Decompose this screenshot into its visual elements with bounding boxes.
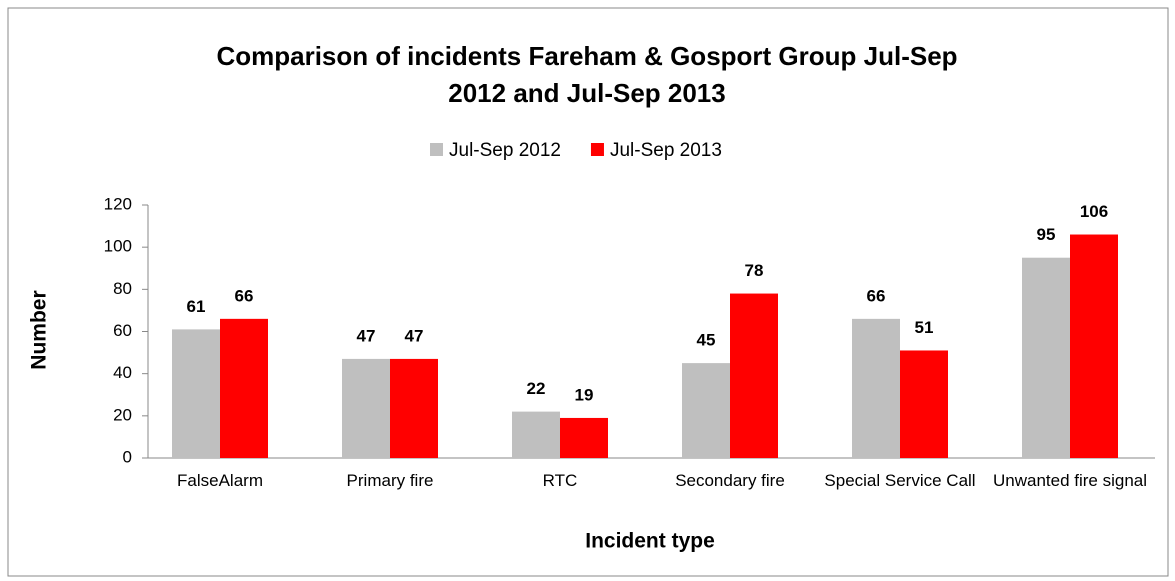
- bar: [1070, 234, 1118, 458]
- bar: [512, 411, 560, 458]
- legend-swatch: [430, 143, 443, 156]
- data-label: 66: [235, 286, 254, 305]
- data-label: 106: [1080, 202, 1108, 221]
- data-label: 78: [745, 261, 764, 280]
- bar: [900, 350, 948, 458]
- x-tick-label: FalseAlarm: [177, 471, 263, 490]
- data-label: 22: [527, 379, 546, 398]
- bar: [730, 293, 778, 458]
- bar: [682, 363, 730, 458]
- x-tick-label: Unwanted fire signal: [992, 471, 1148, 490]
- y-tick-label: 60: [113, 321, 132, 340]
- y-tick-label: 100: [104, 237, 132, 256]
- bar: [172, 329, 220, 458]
- y-axis-title: Number: [28, 290, 51, 369]
- x-tick-label: RTC: [542, 471, 578, 490]
- data-label: 45: [697, 331, 716, 350]
- y-tick-label: 20: [113, 405, 132, 424]
- y-tick-label: 80: [113, 279, 132, 298]
- bar: [220, 318, 268, 458]
- bar: [1022, 257, 1070, 458]
- frame-border: [7, 7, 1169, 577]
- data-label: 51: [915, 318, 934, 337]
- legend-label: Jul-Sep 2012: [449, 140, 561, 161]
- chart-title: Comparison of incidents Fareham & Gospor…: [216, 41, 957, 108]
- y-tick-label: 40: [113, 363, 132, 382]
- bar: [390, 358, 438, 458]
- bar: [852, 318, 900, 458]
- y-tick-label: 120: [104, 194, 132, 213]
- data-label: 95: [1037, 225, 1056, 244]
- x-tick-label: Secondary fire: [675, 471, 785, 490]
- x-tick-label: Primary fire: [346, 471, 434, 490]
- data-label: 47: [405, 326, 424, 345]
- legend-swatch: [590, 143, 604, 156]
- data-label: 19: [575, 385, 594, 404]
- bar: [342, 358, 390, 458]
- y-tick-label: 0: [123, 447, 132, 466]
- x-axis-title: Incident type: [585, 530, 715, 553]
- legend-label: Jul-Sep 2013: [610, 140, 722, 161]
- x-tick-label: Special Service Call: [824, 471, 976, 490]
- data-label: 61: [187, 297, 206, 316]
- bar: [560, 417, 608, 458]
- data-label: 66: [867, 286, 886, 305]
- data-label: 47: [357, 326, 376, 345]
